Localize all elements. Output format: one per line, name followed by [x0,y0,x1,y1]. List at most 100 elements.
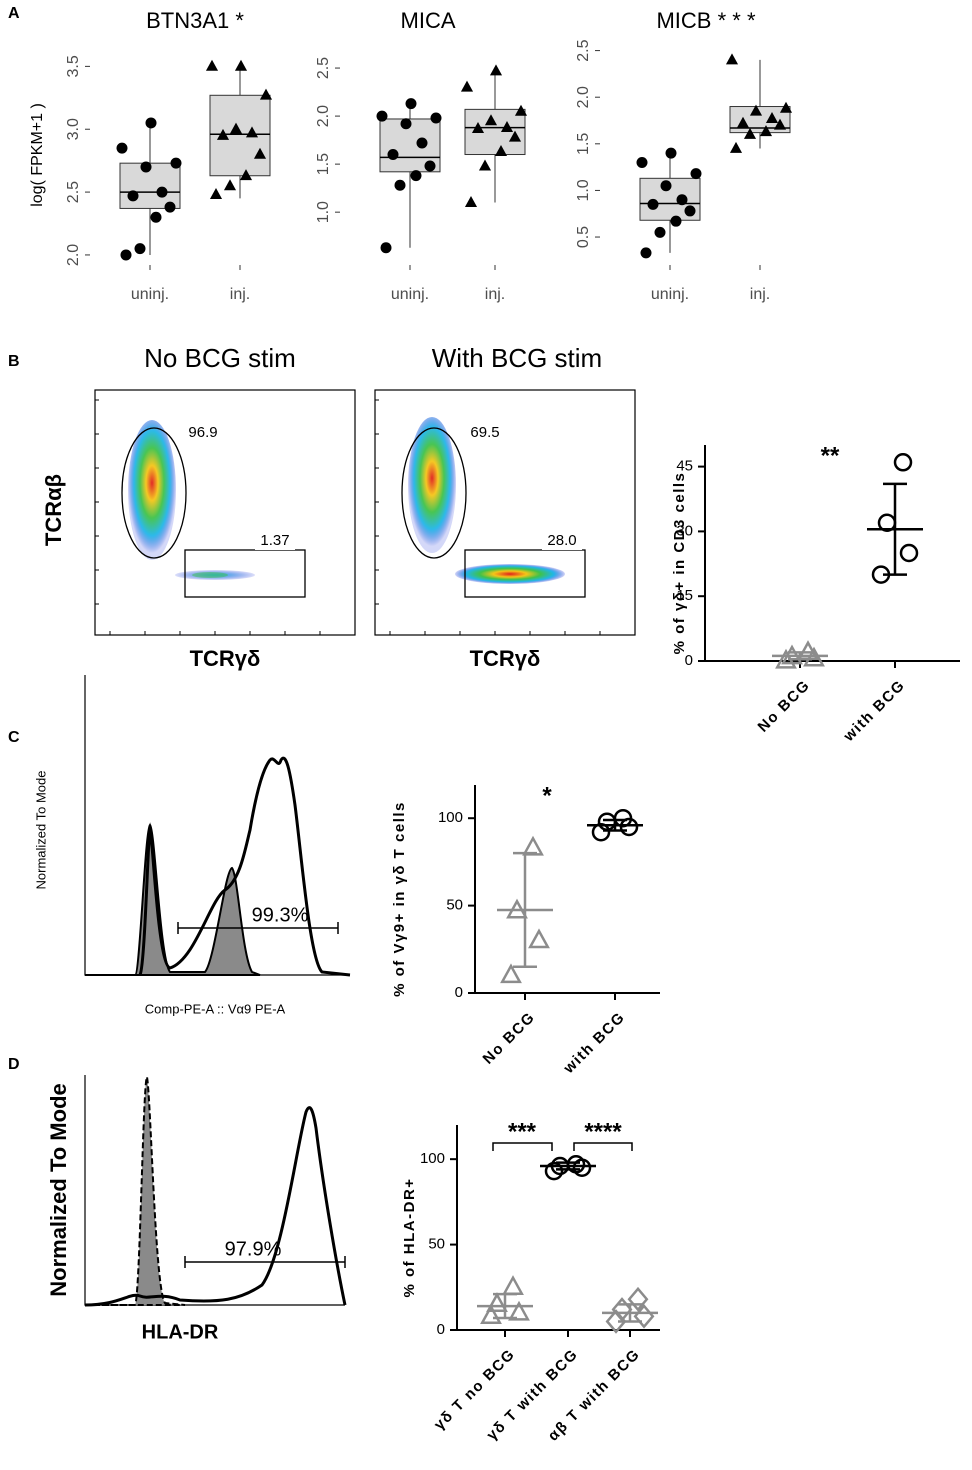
point [514,104,528,116]
point [216,128,230,140]
gate-label: 1.37 [260,532,289,549]
y-tick-label: 100 [420,1150,445,1167]
point [500,121,514,133]
y-tick-label: 2.5 [65,181,82,203]
point [676,194,688,206]
x-axis-label: TCRγδ [470,646,541,671]
point [765,112,779,124]
chart-title: MICB * * * [656,8,755,33]
point [759,125,773,137]
point [405,98,417,110]
point [205,59,219,71]
y-tick-label: 2.0 [575,86,592,108]
x-tick-label: inj. [750,286,770,303]
point [803,646,825,667]
y-axis-label: % of Vγ9+ in γδ T cells [391,801,408,997]
point [127,190,139,202]
y-tick-label: 2.0 [315,105,332,127]
x-tick-label: with BCG [560,1009,629,1078]
point [725,53,739,65]
point [234,59,248,71]
y-tick-label: 50 [428,1236,445,1253]
y-tick-label: 1.5 [575,133,592,155]
point [502,1275,524,1295]
panel-label: A [8,5,20,22]
point [484,114,498,126]
box [209,94,271,177]
flow-plot-2 [374,389,636,636]
point [654,226,666,238]
point [116,142,128,154]
point [134,243,146,255]
point [464,195,478,207]
y-tick-label: 1.0 [575,179,592,201]
gate-label: 96.9 [188,424,217,441]
significance: ** [821,442,840,469]
y-tick-label: 100 [438,809,463,826]
point [500,963,522,984]
x-tick-label: No BCG [480,1009,539,1068]
chart-title: No BCG stim [144,343,296,373]
point [528,928,550,949]
y-tick-label: 3.0 [65,118,82,140]
point [376,110,388,122]
point [647,198,659,210]
point [259,88,273,100]
chart-title: With BCG stim [432,343,602,373]
y-axis-label: log( FPKM+1 ) [29,103,46,207]
y-tick-label: 0.5 [575,226,592,248]
x-tick-label: inj. [485,286,505,303]
point [508,130,522,142]
flow-plot-1 [94,389,356,636]
point [627,1286,649,1312]
gate [121,427,187,559]
point [416,137,428,149]
point [209,188,223,199]
y-axis-label: TCRαβ [41,474,66,546]
point [460,80,474,92]
point [773,118,787,130]
y-axis-label: Normalized To Mode [33,771,48,890]
y-tick-label: 2.5 [575,39,592,61]
point [229,122,243,134]
point [387,149,399,161]
bracket [492,1142,553,1151]
point [899,543,919,563]
y-axis-label: % of HLA-DR+ [401,1177,418,1297]
gate [401,427,467,559]
gate [464,549,586,598]
point [170,157,182,169]
chart-title: BTN3A1 * [146,8,244,33]
point [253,147,267,159]
point [480,1304,502,1324]
point [729,141,743,153]
y-axis-label: % of γδ+ in CD3 cells [671,472,688,655]
significance: * [542,782,552,809]
point [471,121,485,133]
y-tick-label: 0 [455,984,463,1001]
panel-label: D [8,1056,20,1073]
point [140,161,152,173]
significance: *** [508,1118,537,1145]
panel-label: C [8,729,20,746]
point [640,247,652,259]
histogram-d [84,1075,347,1307]
histogram-c [84,675,351,977]
point [508,1300,530,1321]
x-axis-label: HLA-DR [142,1321,219,1343]
point [494,145,508,157]
point [380,242,392,254]
point [670,215,682,227]
y-tick-label: 15 [676,587,693,604]
gate-label-bg [183,424,223,442]
point [156,186,168,198]
chart-title: MICA [401,8,456,33]
point [394,179,406,191]
point [245,126,259,138]
gate [184,549,306,598]
point [430,112,442,124]
x-tick-label: inj. [230,286,250,303]
gate-label-bg [542,532,582,550]
point [611,1297,633,1322]
